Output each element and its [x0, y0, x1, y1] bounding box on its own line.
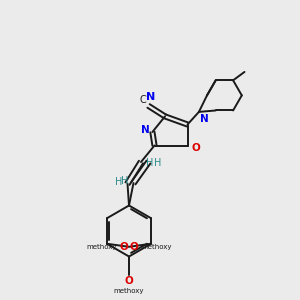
Text: methoxy: methoxy	[114, 288, 144, 294]
Text: N: N	[146, 92, 155, 102]
Text: C: C	[140, 95, 147, 105]
Text: O: O	[191, 143, 200, 153]
Text: H: H	[154, 158, 161, 169]
Text: O: O	[130, 242, 139, 252]
Text: N: N	[200, 114, 209, 124]
Text: N: N	[141, 124, 149, 135]
Text: O: O	[124, 276, 134, 286]
Text: methoxy: methoxy	[86, 244, 117, 250]
Text: methoxy: methoxy	[141, 244, 172, 250]
Text: H: H	[146, 158, 154, 169]
Text: H: H	[115, 177, 122, 187]
Text: O: O	[119, 242, 128, 252]
Text: H: H	[121, 176, 128, 187]
